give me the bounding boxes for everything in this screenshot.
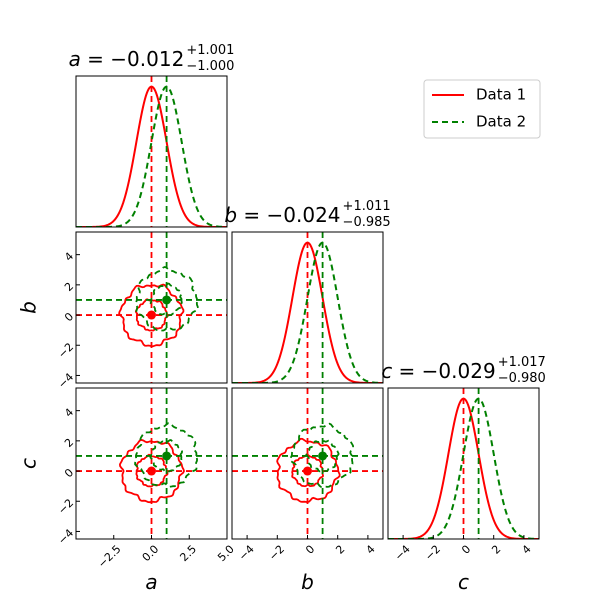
- legend-label-data-1: Data 1: [476, 86, 526, 104]
- panel-frame-1-1: [231, 231, 384, 384]
- mean-point-data-2: [318, 451, 328, 461]
- x-tick-label: −4: [236, 543, 257, 564]
- panel-content-1-1: [232, 232, 383, 383]
- panel-title-a: a = −0.012 +1.001−1.000: [69, 43, 235, 74]
- title-main: c = −0.029: [381, 359, 496, 383]
- x-tick-label: 0.0: [140, 543, 162, 565]
- y-tick-label: 0: [62, 310, 76, 324]
- x-axis-label-b: b: [301, 570, 314, 594]
- title-lower-error: −0.980: [498, 371, 546, 386]
- mean-point-data-1: [303, 466, 312, 476]
- title-lower-error: −1.000: [186, 59, 234, 74]
- panel-content-2-0: [76, 388, 227, 539]
- x-tick-label: 2: [333, 543, 347, 557]
- x-tick-label: −2: [422, 543, 443, 564]
- y-tick-label: −4: [56, 527, 77, 548]
- x-tick-label: 4: [364, 543, 378, 557]
- contour-data-1-2sigma: [119, 438, 185, 504]
- contour-data-2-2sigma: [289, 422, 355, 488]
- panel-content-2-1: [232, 388, 383, 539]
- x-axis-label-a: a: [145, 570, 157, 594]
- x-tick-label: −2: [266, 543, 287, 564]
- panel-frame-0-0: [75, 75, 228, 228]
- title-param: c: [381, 359, 392, 383]
- x-tick-label: 4: [520, 543, 534, 557]
- title-main: b = −0.024: [224, 203, 340, 227]
- mean-point-data-1: [147, 466, 156, 476]
- panel-content-1-0: [76, 232, 227, 383]
- mean-point-data-2: [162, 295, 172, 305]
- title-lower-error: −0.985: [343, 215, 391, 230]
- title-param: a: [69, 47, 81, 71]
- title-param: b: [224, 203, 237, 227]
- x-tick-label: −4: [392, 543, 413, 564]
- x-tick-label: −2.5: [95, 543, 123, 571]
- panel-title-b: b = −0.024 +1.011−0.985: [224, 199, 390, 230]
- y-tick-label: −2: [56, 496, 77, 517]
- y-axis-label-b: b: [17, 301, 41, 314]
- legend-label-data-2: Data 2: [476, 113, 526, 131]
- x-tick-label: 2.5: [177, 543, 199, 565]
- title-upper-error: +1.001: [186, 43, 234, 58]
- mean-point-data-1: [147, 310, 156, 320]
- panel-content-0-0: [76, 76, 227, 227]
- x-tick-label: 2: [489, 543, 503, 557]
- y-tick-label: 2: [62, 280, 76, 294]
- mean-point-data-2: [162, 451, 172, 461]
- y-tick-label: 2: [62, 436, 76, 450]
- x-axis-label-c: c: [458, 570, 469, 594]
- title-value: = −0.029: [392, 359, 496, 383]
- panel-content-2-2: [388, 388, 539, 539]
- x-tick-label: 0: [303, 543, 317, 557]
- y-tick-label: 4: [62, 406, 76, 420]
- title-value: = −0.024: [237, 203, 341, 227]
- y-tick-label: −2: [56, 340, 77, 361]
- x-tick-label: 0: [459, 543, 473, 557]
- contour-data-2-2sigma: [134, 422, 198, 488]
- y-tick-label: 0: [62, 466, 76, 480]
- y-axis-label-c: c: [17, 458, 41, 469]
- title-value: = −0.012: [81, 47, 185, 71]
- title-main: a = −0.012: [69, 47, 185, 71]
- y-tick-label: −4: [56, 371, 77, 392]
- title-upper-error: +1.017: [498, 355, 546, 370]
- legend: Data 1 Data 2: [423, 79, 541, 139]
- panel-frame-1-0: [75, 231, 228, 384]
- x-tick-label: 5.0: [215, 543, 237, 565]
- y-tick-label: 4: [62, 250, 76, 264]
- panel-title-c: c = −0.029 +1.017−0.980: [381, 355, 546, 386]
- title-upper-error: +1.011: [343, 199, 391, 214]
